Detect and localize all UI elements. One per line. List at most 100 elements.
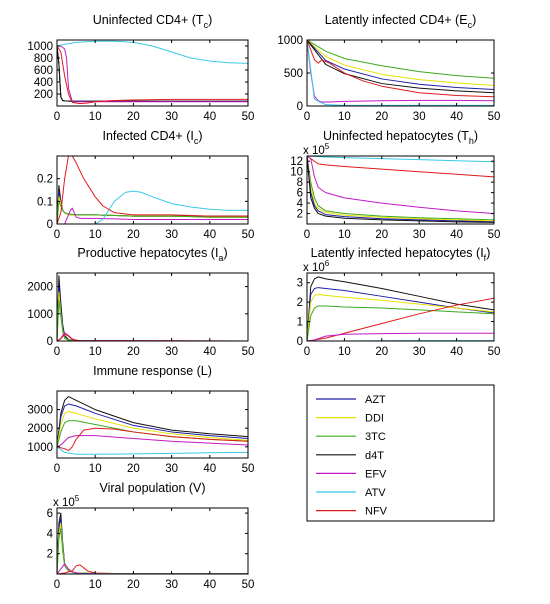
series-group (57, 512, 248, 574)
series-line-2 (57, 517, 248, 574)
y-tick-label: 8 (297, 177, 303, 189)
series-line-6 (57, 190, 248, 224)
series-line-4 (57, 527, 248, 574)
x-tick-label: 0 (304, 346, 310, 358)
y-tick-label: 12 (290, 156, 303, 168)
x-tick-label: 40 (203, 346, 216, 358)
series-line-7 (57, 156, 248, 224)
series-group (57, 396, 248, 455)
x-tick-label: 20 (375, 111, 388, 123)
x-tick-label: 10 (338, 346, 351, 358)
series-line-5 (57, 45, 248, 103)
x-tick-label: 20 (375, 346, 388, 358)
x-tick-label: 0 (54, 346, 60, 358)
x-tick-label: 50 (488, 229, 501, 241)
x-tick-label: 10 (338, 229, 351, 241)
x-tick-label: 0 (54, 111, 60, 123)
series-line-2 (307, 40, 494, 87)
axis-scale-label: x 105 (53, 494, 80, 509)
series-line-6 (307, 40, 494, 106)
x-tick-label: 0 (304, 229, 310, 241)
y-tick-label: 1000 (27, 309, 53, 321)
y-tick-label: 3 (297, 278, 303, 290)
y-tick-label: 1000 (27, 41, 53, 53)
series-line-6 (307, 156, 494, 223)
y-tick-label: 500 (284, 68, 303, 80)
y-tick-label: 1 (297, 317, 303, 329)
legend-label: d4T (365, 450, 384, 462)
x-tick-label: 10 (338, 111, 351, 123)
x-tick-label: 50 (488, 111, 501, 123)
series-line-6 (57, 333, 248, 341)
chart-panel-5: 0 10 20 30 40 50 0 1000 2000 Productive hepatocyt… (27, 246, 254, 358)
series-line-5 (307, 156, 494, 222)
y-tick-label: 1000 (27, 442, 53, 454)
x-tick-label: 20 (127, 579, 140, 591)
series-line-3 (57, 45, 248, 102)
x-tick-label: 40 (450, 229, 463, 241)
series-line-1 (307, 156, 494, 163)
x-tick-label: 30 (165, 579, 178, 591)
series-line-3 (57, 291, 248, 341)
series-line-2 (57, 403, 248, 447)
legend-label: 3TC (365, 431, 386, 443)
series-line-1 (57, 512, 248, 574)
series-line-4 (307, 305, 494, 341)
legend-label: ATV (365, 487, 386, 499)
x-tick-label: 50 (242, 346, 255, 358)
y-tick-label: 1000 (277, 35, 303, 47)
y-tick-label: 2 (47, 549, 53, 561)
series-line-4 (307, 40, 494, 94)
series-line-6 (307, 332, 494, 341)
y-tick-label: 10 (290, 167, 303, 179)
series-line-5 (307, 297, 494, 341)
series-group (57, 275, 248, 341)
x-tick-label: 30 (165, 111, 178, 123)
y-tick-label: 0 (47, 336, 53, 348)
series-group (57, 40, 248, 105)
legend-label: NFV (365, 506, 388, 518)
series-group (307, 276, 494, 341)
x-tick-label: 50 (242, 579, 255, 591)
x-tick-label: 10 (89, 579, 102, 591)
y-tick-label: 0 (297, 101, 303, 113)
series-line-2 (57, 283, 248, 341)
series-line-7 (307, 40, 494, 98)
axes-frame (56, 155, 249, 225)
y-tick-label: 600 (34, 65, 53, 77)
x-tick-label: 10 (89, 111, 102, 123)
chart-title: Latently infected CD4+ (Ec) (325, 13, 476, 30)
series-line-3 (307, 156, 494, 215)
legend-label: AZT (365, 394, 386, 406)
chart-title: Immune response (L) (93, 364, 212, 378)
y-tick-label: 0.1 (37, 196, 53, 208)
x-tick-label: 20 (375, 229, 388, 241)
x-tick-label: 40 (450, 346, 463, 358)
series-line-7 (57, 446, 248, 455)
series-line-5 (307, 40, 494, 103)
series-group (57, 156, 248, 224)
x-tick-label: 20 (127, 111, 140, 123)
x-tick-label: 50 (242, 229, 255, 241)
x-tick-label: 40 (203, 111, 216, 123)
series-line-5 (57, 207, 248, 224)
y-tick-label: 2 (297, 209, 303, 221)
series-line-3 (307, 293, 494, 341)
axes-frame (56, 390, 249, 459)
axis-scale-label: x 105 (303, 142, 330, 157)
series-line-6 (57, 564, 248, 574)
axis-scale-label: x 106 (303, 259, 330, 274)
series-line-7 (307, 156, 494, 223)
chart-title: Uninfected hepatocytes (Th) (323, 129, 478, 146)
x-tick-label: 10 (89, 346, 102, 358)
series-line-3 (307, 40, 494, 90)
y-tick-label: 800 (34, 53, 53, 65)
legend-label: EFV (365, 468, 387, 480)
axes-frame (56, 39, 249, 107)
legend-box (306, 384, 495, 522)
x-tick-label: 0 (304, 111, 310, 123)
x-tick-label: 30 (165, 463, 178, 475)
